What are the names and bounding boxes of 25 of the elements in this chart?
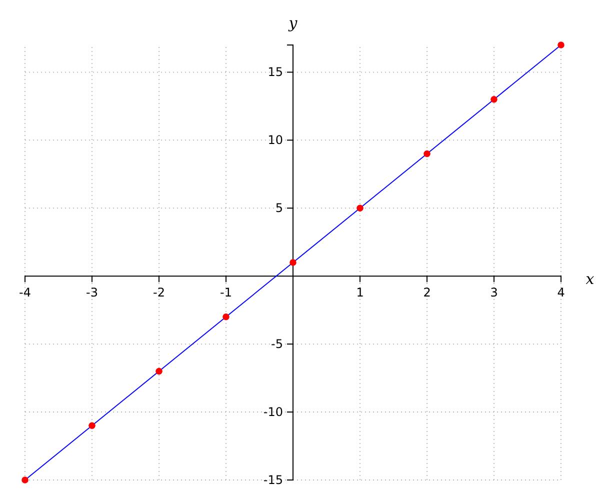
x-tick-label: 3 [490,286,498,300]
y-axis-title: y [288,14,298,32]
y-tick-label: -5 [271,336,283,351]
point [424,150,430,158]
x-axis-title: x [586,270,595,288]
y-tick-label: -15 [263,472,283,487]
x-tick-label: -1 [220,286,232,300]
x-tick-label: 2 [423,286,431,300]
x-tick-label: -4 [19,286,31,300]
point [156,368,162,375]
point [222,313,230,320]
point [356,204,364,212]
x-tick-label: -2 [153,286,165,300]
x-tick-label: 1 [356,286,364,300]
point [558,42,564,48]
y-tick-label: 10 [268,132,283,147]
point [290,259,296,266]
y-tick-label: 15 [268,65,283,80]
y-tick-label: 5 [275,200,283,215]
point [88,422,96,430]
y-tick-label: -10 [263,404,283,419]
x-tick-label: 4 [557,286,565,300]
x-tick-label: -3 [86,286,98,300]
point [22,476,28,484]
point [490,96,498,103]
